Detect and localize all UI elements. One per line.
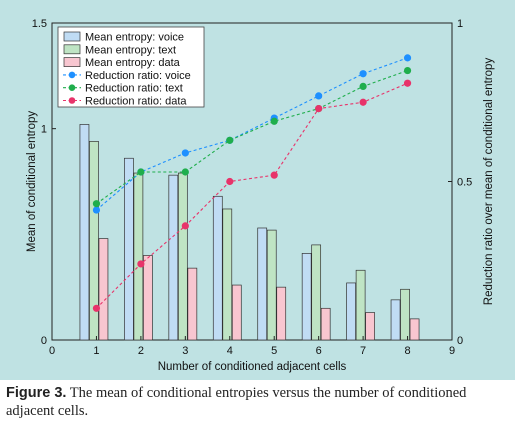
- bar-voice-4: [212, 195, 223, 341]
- legend-label-bar-data: Mean entropy: data: [85, 57, 181, 69]
- bar-data-4: [231, 284, 242, 341]
- y-tick-label-1.5: 1.5: [32, 18, 47, 30]
- point-ratio-voice-1: [92, 206, 101, 214]
- bar-voice-5: [257, 227, 268, 341]
- bar-text-1: [89, 140, 99, 341]
- point-ratio-text-4: [226, 136, 234, 144]
- x-tick-label-7: 7: [360, 345, 366, 357]
- y-tick-label-0: 0: [41, 335, 47, 347]
- bar-voice-1: [79, 124, 90, 341]
- point-ratio-voice-6: [315, 92, 323, 100]
- bar-text-4: [222, 208, 233, 341]
- point-ratio-data-8: [403, 79, 412, 87]
- point-ratio-data-3: [181, 222, 189, 230]
- point-ratio-data-2: [137, 260, 145, 268]
- x-tick-label-9: 9: [449, 345, 455, 357]
- x-tick-label-6: 6: [316, 345, 322, 357]
- legend-swatch-bar-voice: [63, 31, 81, 42]
- legend-label-bar-text: Mean entropy: text: [85, 44, 176, 56]
- bar-text-8: [400, 288, 410, 341]
- point-ratio-voice-7: [359, 70, 367, 78]
- bar-data-6: [320, 307, 331, 341]
- bar-text-7: [355, 269, 366, 341]
- x-tick-label-2: 2: [138, 345, 144, 357]
- legend-label-line-text: Reduction ratio: text: [85, 83, 183, 95]
- point-ratio-data-6: [315, 104, 323, 113]
- bar-data-7: [365, 312, 375, 341]
- point-ratio-voice-8: [403, 54, 412, 62]
- bar-text-2: [133, 172, 144, 341]
- bar-voice-6: [301, 253, 312, 341]
- point-ratio-text-5: [270, 117, 278, 125]
- legend-swatch-bar-data: [63, 57, 81, 67]
- point-ratio-text-2: [137, 168, 145, 176]
- x-tick-label-5: 5: [271, 345, 277, 357]
- point-ratio-voice-3: [181, 149, 189, 157]
- y-axis-label: Mean of conditional entropy: [26, 111, 38, 253]
- bar-data-1: [98, 238, 109, 341]
- legend-swatch-bar-text: [63, 44, 81, 55]
- legend-label-line-voice: Reduction ratio: voice: [85, 70, 191, 82]
- line-ratio-voice: [96, 57, 408, 211]
- caption-label: Figure 3.: [6, 385, 67, 401]
- legend-marker-line-text: [68, 84, 76, 91]
- figure-caption: Figure 3. The mean of conditional entrop…: [6, 384, 506, 420]
- caption-text: The mean of conditional entropies versus…: [6, 385, 467, 419]
- bar-data-2: [143, 255, 153, 341]
- bar-data-5: [276, 286, 287, 341]
- chart-area: 0 1 2 3 4 5 6 7 8 9 0 1 1.5 0 0.5 1 Number of conditione…: [0, 0, 515, 380]
- line-ratio-text: [96, 70, 408, 205]
- point-ratio-data-4: [226, 177, 234, 186]
- bar-data-8: [409, 318, 420, 341]
- y2-tick-label-0.5: 0.5: [457, 177, 472, 189]
- point-ratio-data-5: [270, 171, 278, 179]
- point-ratio-data-7: [359, 98, 367, 106]
- x-tick-label-0: 0: [49, 345, 55, 357]
- legend-label-line-data: Reduction ratio: data: [85, 96, 187, 108]
- x-tick-label-4: 4: [227, 345, 233, 357]
- y-tick-label-1: 1: [41, 124, 47, 136]
- x-tick-label-3: 3: [182, 345, 188, 357]
- point-ratio-text-1: [92, 200, 101, 208]
- bar-text-5: [266, 229, 277, 341]
- legend-marker-line-data: [68, 97, 76, 104]
- point-ratio-text-7: [359, 82, 367, 90]
- legend-label-bar-voice: Mean entropy: voice: [85, 32, 184, 44]
- bar-voice-2: [124, 157, 134, 341]
- y2-tick-label-1: 1: [457, 18, 463, 30]
- bar-data-3: [187, 267, 198, 341]
- point-ratio-text-3: [181, 168, 189, 176]
- bar-voice-8: [390, 299, 401, 341]
- point-ratio-text-8: [403, 66, 412, 75]
- bar-text-6: [311, 244, 322, 341]
- bar-voice-3: [168, 174, 179, 341]
- bar-text-3: [177, 172, 188, 341]
- legend-box: [57, 26, 205, 108]
- x-tick-label-8: 8: [404, 345, 410, 357]
- bar-voice-7: [346, 282, 356, 341]
- line-ratio-data: [96, 82, 408, 309]
- y2-axis-label: Reduction ratio over mean of conditional…: [483, 58, 495, 306]
- point-ratio-data-1: [92, 304, 101, 312]
- legend-marker-line-voice: [68, 71, 76, 79]
- x-tick-label-1: 1: [93, 345, 99, 357]
- x-axis-label: Number of conditioned adjacent cells: [158, 361, 347, 373]
- y2-tick-label-0: 0: [457, 335, 463, 347]
